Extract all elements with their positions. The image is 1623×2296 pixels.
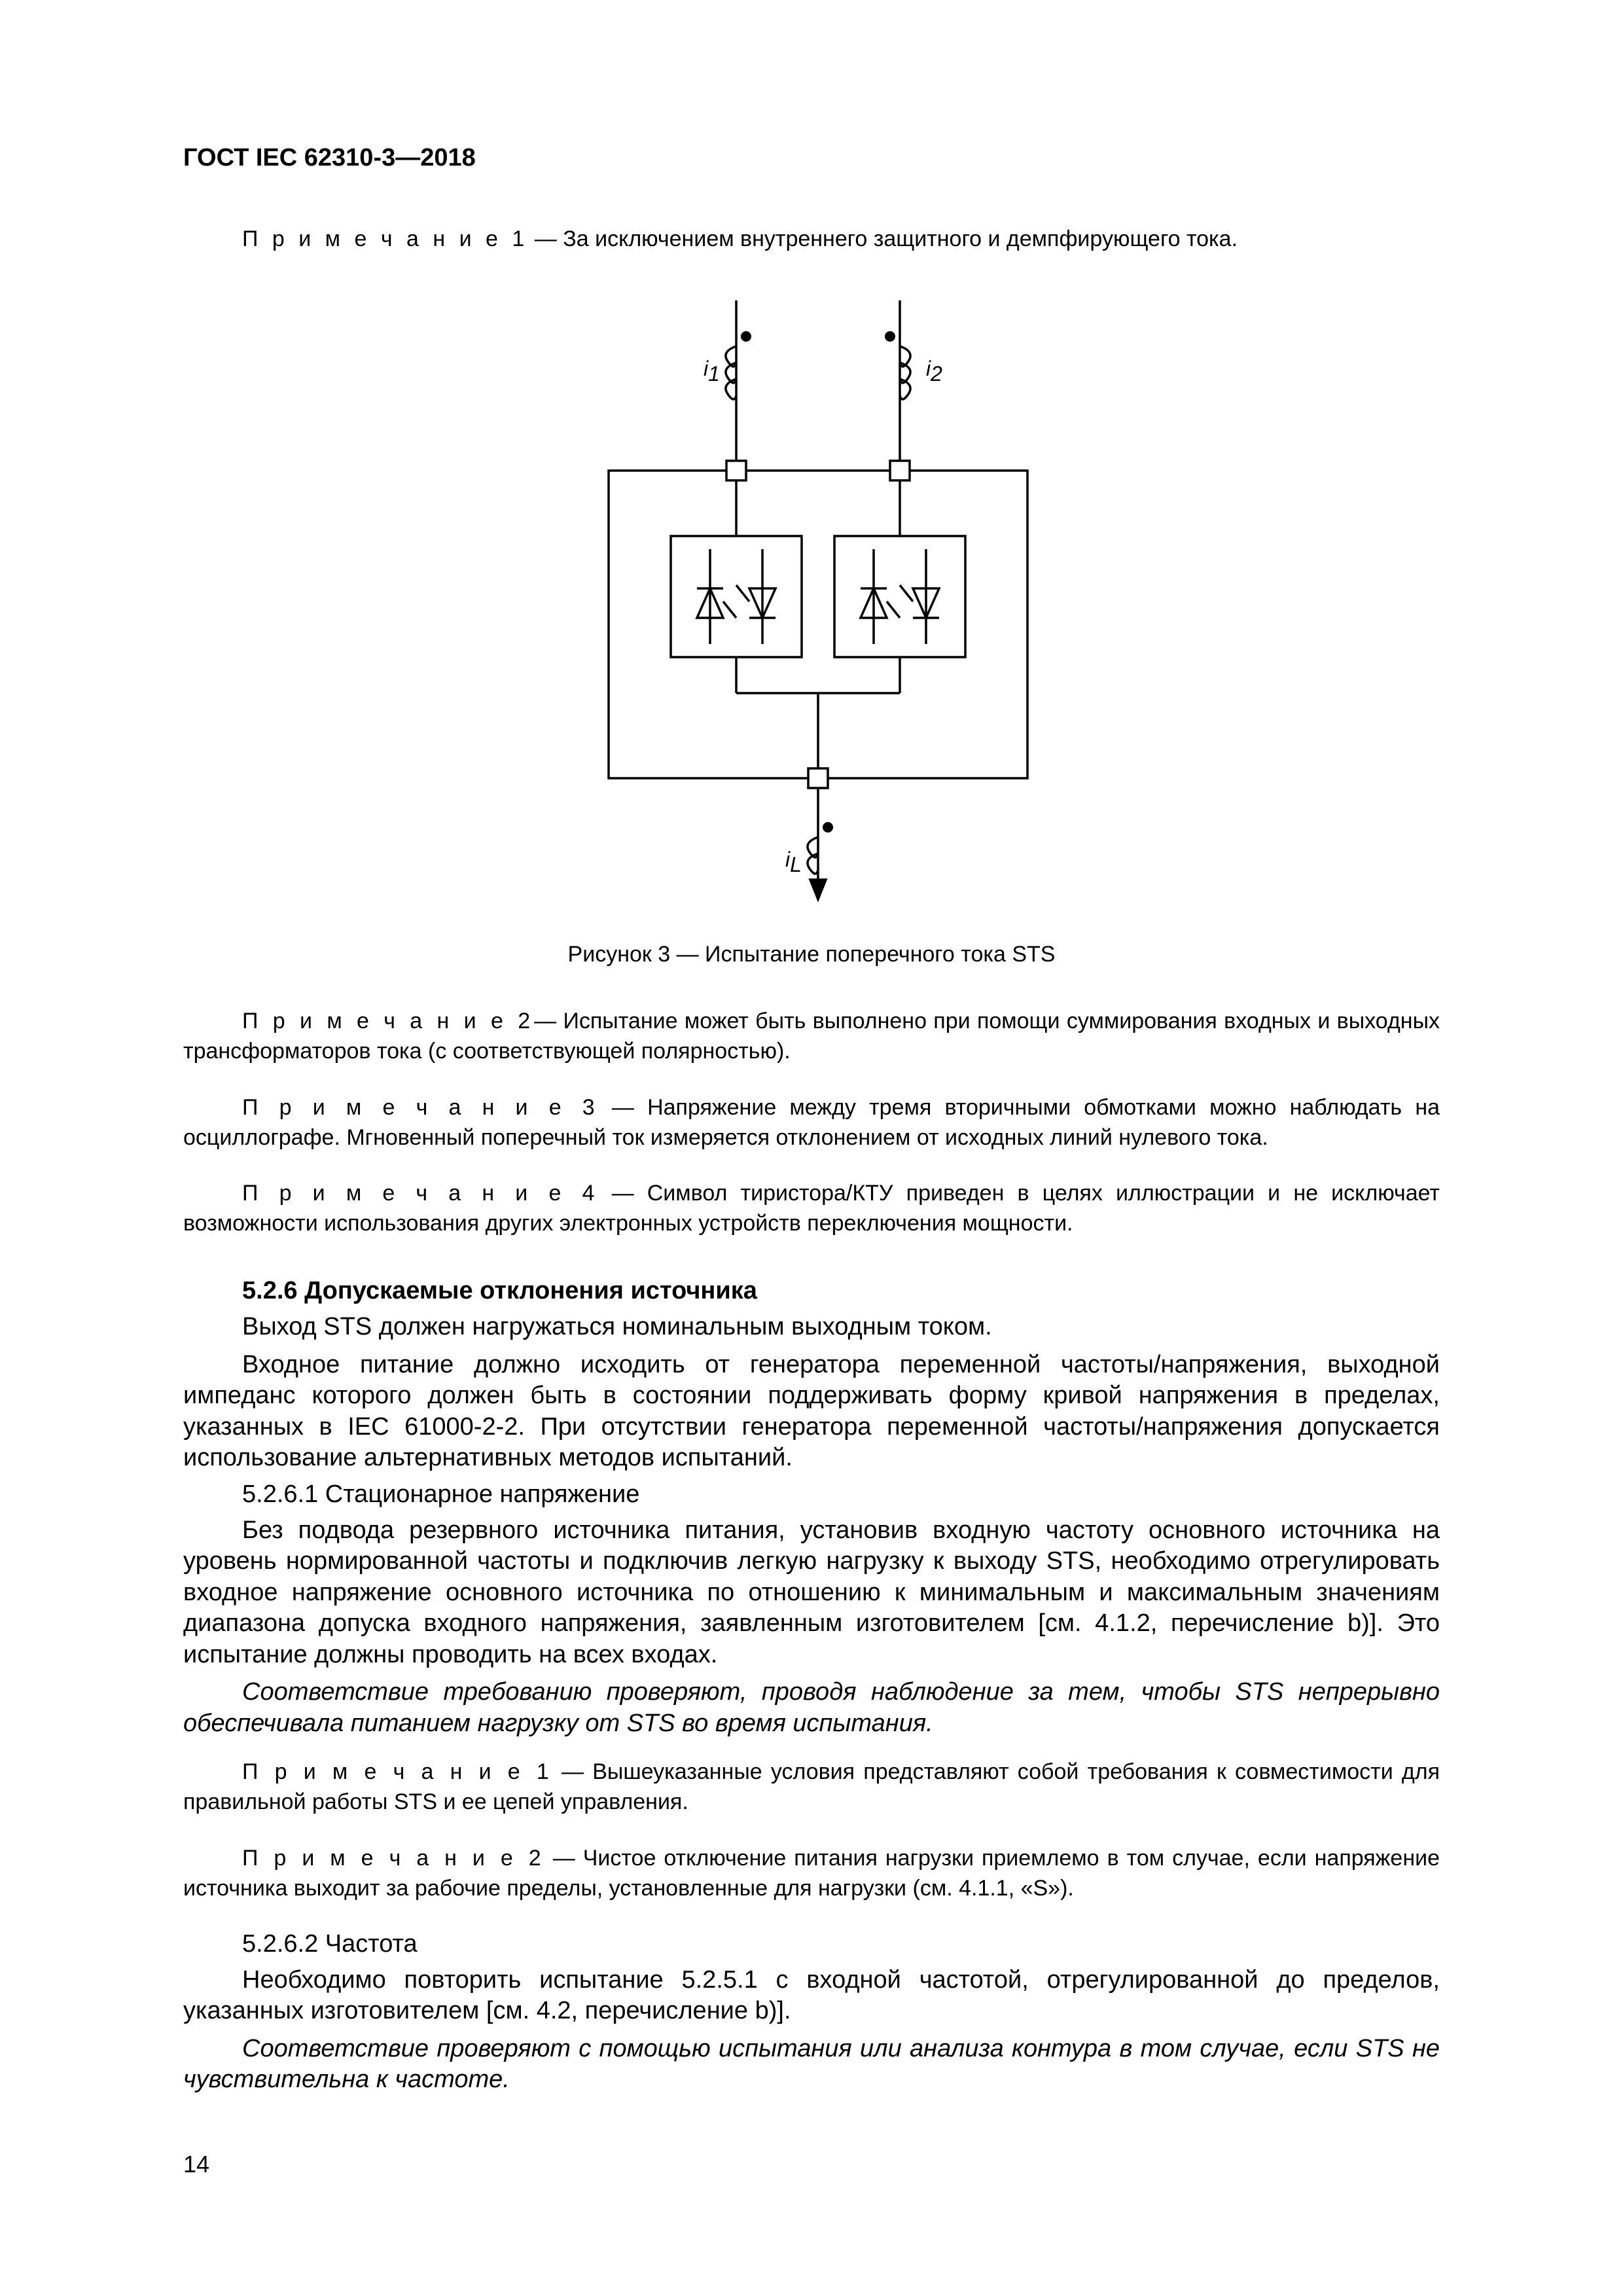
section-5-2-6-2-title: 5.2.6.2 Частота (183, 1930, 1440, 1958)
note-4: П р и м е ч а н и е 4 — Символ тиристора… (183, 1179, 1440, 1239)
note-3: П р и м е ч а н и е 3 — Напряжение между… (183, 1093, 1440, 1153)
section-5-2-6-p1: Выход STS должен нагружаться номинальным… (183, 1312, 1440, 1343)
note-3-label: П р и м е ч а н и е 3 (242, 1095, 599, 1120)
section-5-2-6-p2: Входное питание должно исходить от генер… (183, 1350, 1440, 1474)
section-5-2-6-title: 5.2.6 Допускаемые отклонения источника (183, 1277, 1440, 1305)
note-6-label: П р и м е ч а н и е 2 (242, 1846, 545, 1871)
label-i2: i2 (926, 357, 942, 386)
note-5-label: П р и м е ч а н и е 1 (242, 1759, 553, 1784)
note-1-label: П р и м е ч а н и е 1 (242, 226, 528, 251)
note-1: П р и м е ч а н и е 1 — За исключением в… (183, 224, 1440, 255)
page-number: 14 (183, 2151, 209, 2178)
section-5-2-6-1-p1: Без подвода резервного источника питания… (183, 1515, 1440, 1671)
section-5-2-6-1-title: 5.2.6.1 Стационарное напряжение (183, 1480, 1440, 1509)
section-5-2-6-2-p1: Необходимо повторить испытание 5.2.5.1 с… (183, 1965, 1440, 2027)
section-5-2-6-1-p2: Соответствие требованию проверяют, прово… (183, 1677, 1440, 1739)
note-1-text: — За исключением внутреннего защитного и… (528, 226, 1238, 251)
note-6: П р и м е ч а н и е 2 — Чистое отключени… (183, 1844, 1440, 1904)
note-5: П р и м е ч а н и е 1 — Вышеуказанные ус… (183, 1757, 1440, 1818)
figure-3-diagram: i1 i2 iL (543, 287, 1080, 909)
note-2-label: П р и м е ч а н и е 2 (242, 1009, 534, 1033)
label-iL: iL (785, 848, 802, 876)
figure-3-caption: Рисунок 3 — Испытание поперечного тока S… (183, 942, 1440, 967)
label-i1: i1 (704, 357, 720, 386)
note-2: П р и м е ч а н и е 2— Испытание может б… (183, 1007, 1440, 1067)
note-4-label: П р и м е ч а н и е 4 (242, 1181, 598, 1206)
figure-3-container: i1 i2 iL (183, 287, 1440, 909)
section-5-2-6-2-p2: Соответствие проверяют с помощью испытан… (183, 2034, 1440, 2096)
document-header: ГОСТ IEC 62310-3—2018 (183, 144, 1440, 172)
